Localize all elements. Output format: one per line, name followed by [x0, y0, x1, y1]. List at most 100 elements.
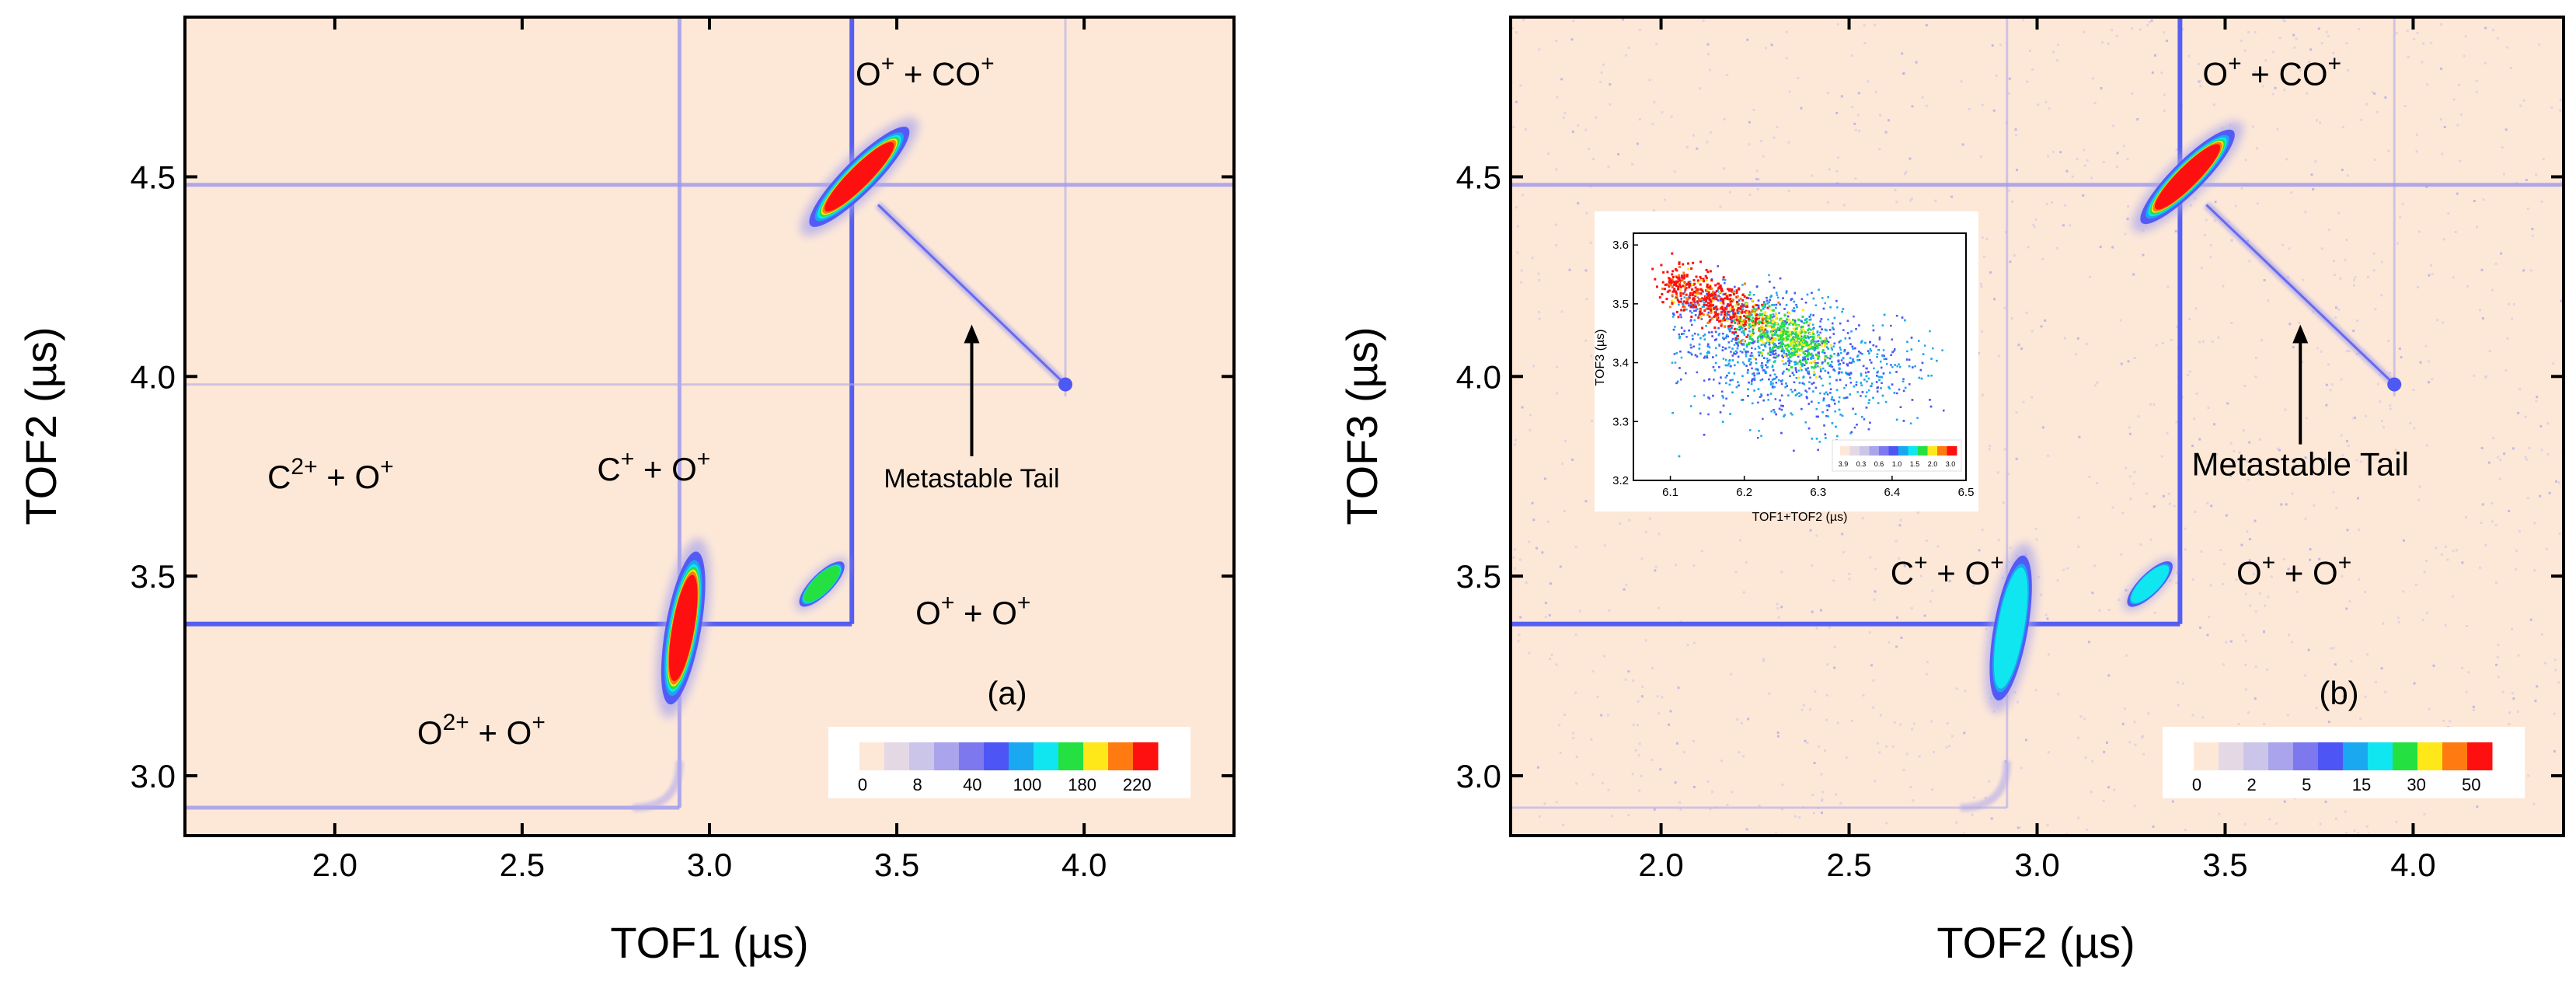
scatter-point — [1720, 313, 1723, 316]
scatter-point — [1766, 333, 1769, 336]
noise-dot — [1981, 330, 1984, 333]
scatter-point — [1758, 323, 1761, 325]
noise-dot — [1874, 23, 1877, 26]
noise-dot — [1651, 667, 1654, 670]
noise-dot — [2115, 35, 2118, 38]
noise-dot — [1973, 796, 1976, 799]
scatter-point — [1822, 367, 1825, 370]
noise-dot — [2409, 421, 2412, 424]
noise-dot — [2017, 826, 2020, 829]
noise-dot — [1893, 721, 1896, 724]
noise-dot — [2283, 89, 2286, 92]
scatter-point — [1826, 357, 1829, 359]
scatter-point — [1773, 323, 1776, 326]
scatter-point — [1754, 310, 1757, 313]
scatter-point — [1691, 334, 1694, 337]
scatter-point — [1692, 345, 1695, 347]
colorbar-label: 50 — [2462, 775, 2480, 794]
scatter-point — [1810, 343, 1812, 345]
noise-dot — [2141, 736, 2143, 739]
noise-dot — [2282, 557, 2285, 560]
scatter-point — [1827, 318, 1829, 321]
scatter-point — [1678, 367, 1681, 369]
noise-dot — [2278, 37, 2281, 40]
scatter-point — [1696, 355, 1699, 358]
noise-dot — [2125, 654, 2128, 657]
scatter-point — [1754, 321, 1757, 324]
noise-dot — [2459, 159, 2462, 162]
scatter-point — [1770, 410, 1773, 413]
noise-dot — [1617, 153, 1620, 155]
noise-dot — [1993, 298, 1996, 301]
scatter-point — [1787, 357, 1790, 360]
scatter-point — [1722, 337, 1724, 339]
scatter-point — [1763, 333, 1766, 337]
scatter-point — [1765, 316, 1768, 319]
scatter-point — [1745, 305, 1747, 308]
scatter-point — [1678, 261, 1681, 264]
scatter-point — [1869, 358, 1871, 361]
x-tick-label: 3.5 — [2202, 847, 2247, 883]
noise-dot — [1936, 545, 1940, 548]
noise-dot — [1931, 788, 1934, 791]
scatter-point — [1852, 347, 1854, 350]
noise-dot — [1574, 546, 1577, 549]
scatter-point — [1891, 351, 1894, 354]
noise-dot — [2487, 461, 2491, 464]
scatter-point — [1732, 298, 1734, 302]
scatter-point — [1721, 349, 1724, 351]
noise-dot — [2396, 616, 2400, 620]
noise-dot — [1933, 751, 1935, 753]
panel-label: (a) — [987, 675, 1027, 711]
noise-dot — [1738, 751, 1741, 754]
scatter-point — [1732, 291, 1735, 294]
scatter-point — [1775, 382, 1778, 384]
noise-dot — [1910, 607, 1913, 610]
noise-dot — [2475, 90, 2478, 93]
scatter-point — [1736, 312, 1738, 314]
scatter-point — [1832, 368, 1835, 371]
scatter-point — [1929, 399, 1931, 401]
scatter-point — [1825, 404, 1828, 407]
ion-pair-label-c2-o: C2+ + O+ — [267, 454, 394, 495]
scatter-point — [1805, 368, 1807, 372]
noise-dot — [2507, 302, 2510, 305]
noise-dot — [2022, 400, 2025, 403]
island-contour — [803, 566, 841, 602]
noise-dot — [2465, 625, 2468, 627]
scatter-point — [1908, 358, 1911, 361]
scatter-point — [1818, 441, 1821, 443]
noise-dot — [1512, 556, 1515, 559]
ion-charge: + — [2338, 550, 2352, 575]
scatter-point — [1773, 369, 1775, 372]
island-contour — [824, 141, 894, 212]
noise-dot — [1578, 609, 1581, 613]
noise-dot — [2128, 432, 2132, 435]
scatter-point — [1816, 331, 1818, 334]
scatter-point — [1839, 346, 1841, 349]
scatter-point — [1810, 358, 1812, 360]
noise-dot — [1624, 54, 1627, 57]
scatter-point — [1670, 279, 1673, 282]
noise-dot — [2125, 466, 2128, 470]
scatter-point — [1692, 304, 1695, 306]
corner-curve — [1960, 760, 2011, 812]
noise-dot — [1781, 783, 1784, 786]
noise-dot — [2533, 569, 2536, 572]
noise-dot — [2264, 604, 2267, 607]
coincidence-island — [1985, 543, 2037, 714]
scatter-point — [1696, 292, 1699, 295]
inset-x-title: TOF1+TOF2 (µs) — [1752, 511, 1848, 524]
scatter-point — [1787, 368, 1790, 372]
scatter-point — [1804, 350, 1807, 352]
noise-dot — [2502, 173, 2505, 176]
noise-dot — [2093, 101, 2097, 104]
noise-dot — [2030, 330, 2034, 333]
scatter-point — [1835, 425, 1837, 428]
scatter-point — [1822, 307, 1825, 310]
noise-dot — [2077, 516, 2080, 519]
scatter-point — [1751, 338, 1754, 341]
scatter-point — [1721, 319, 1724, 322]
noise-dot — [2444, 545, 2447, 548]
noise-dot — [1574, 633, 1577, 636]
